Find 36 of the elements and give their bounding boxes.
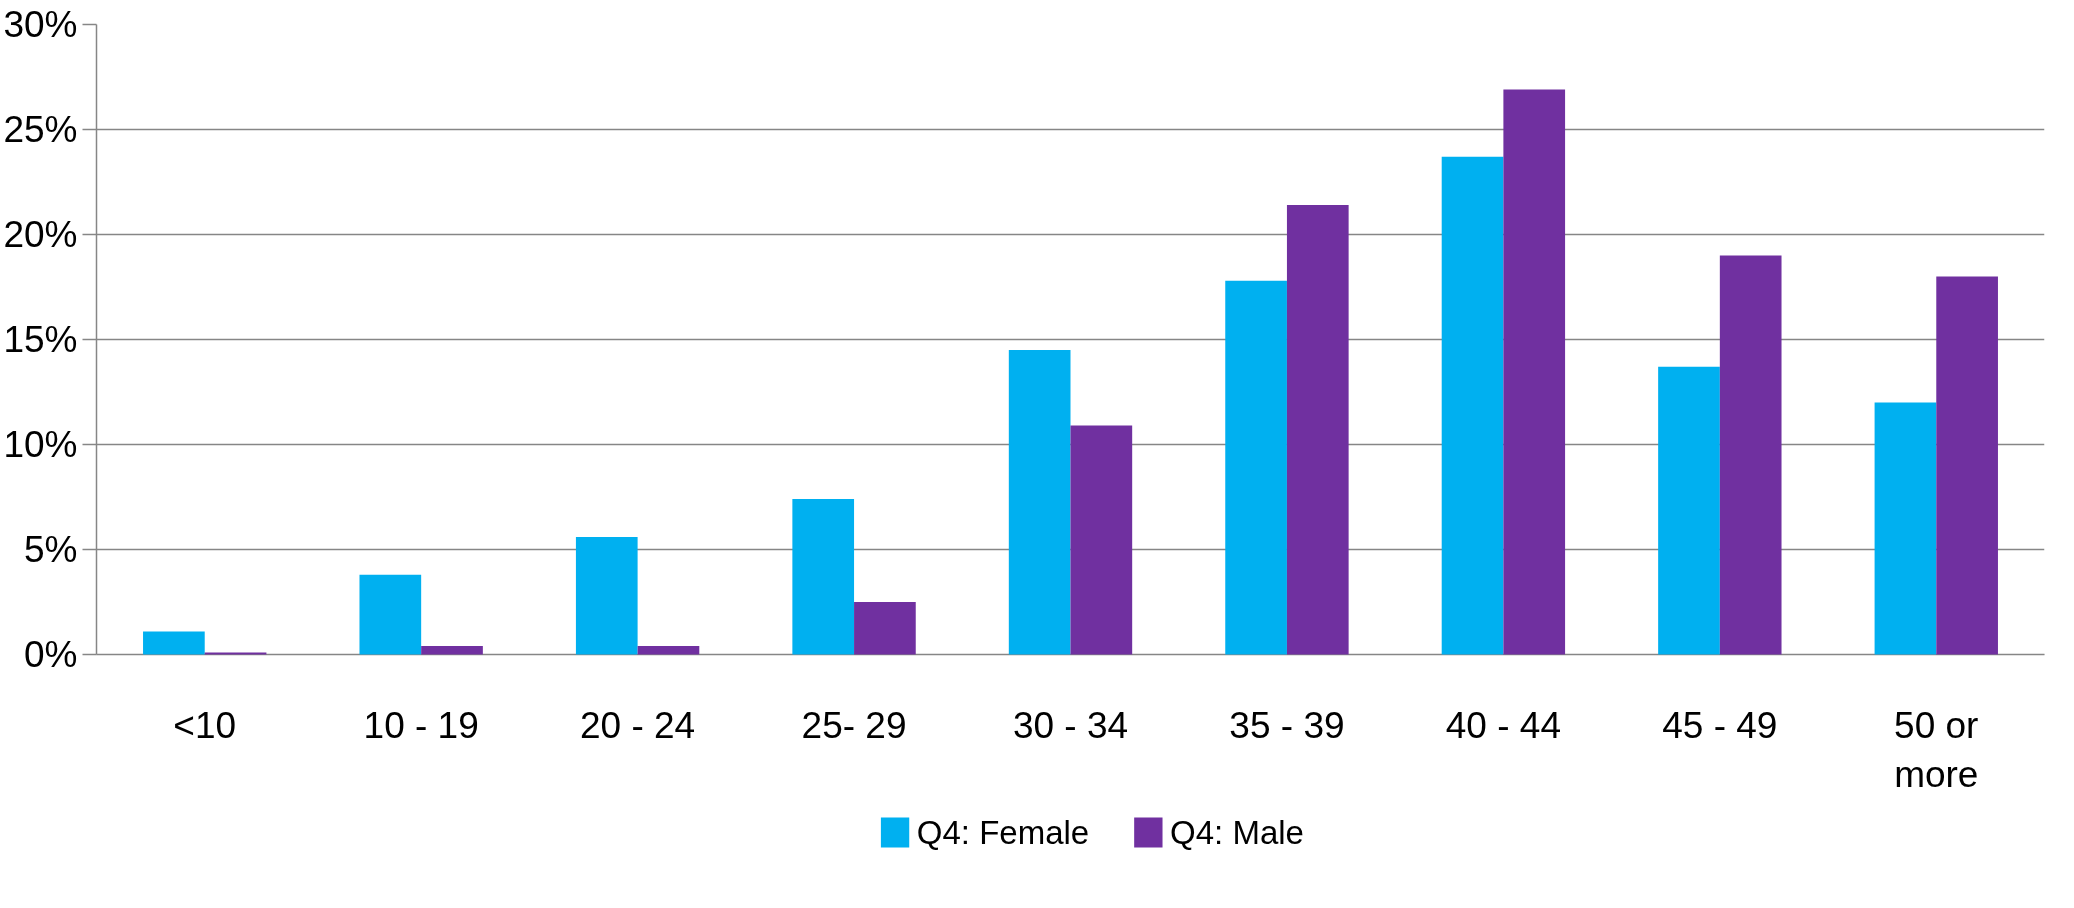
x-tick-label: 45 - 49 bbox=[1662, 704, 1778, 746]
bar bbox=[1070, 425, 1133, 655]
y-tick-label: 10% bbox=[3, 424, 78, 465]
bar bbox=[1008, 350, 1071, 655]
bar bbox=[1719, 255, 1782, 655]
y-tick-label: 5% bbox=[24, 529, 78, 570]
bar bbox=[1503, 89, 1566, 655]
bar bbox=[575, 536, 638, 655]
x-tick-label: 35 - 39 bbox=[1229, 704, 1345, 746]
bar bbox=[792, 499, 855, 655]
bar bbox=[637, 646, 700, 655]
y-tick-label: 20% bbox=[3, 214, 78, 255]
bar bbox=[143, 631, 205, 655]
bar bbox=[1286, 205, 1349, 655]
x-tick-label: 20 - 24 bbox=[580, 704, 696, 746]
y-tick-label: 30% bbox=[3, 4, 78, 45]
x-tick-label: 10 - 19 bbox=[363, 704, 479, 746]
bar bbox=[1441, 156, 1504, 655]
bar bbox=[1225, 280, 1287, 655]
bar bbox=[421, 646, 483, 655]
x-tick-label: <10 bbox=[173, 704, 237, 746]
x-tick-label: 25- 29 bbox=[801, 704, 907, 746]
bar bbox=[1874, 402, 1937, 655]
y-tick-label: 0% bbox=[24, 634, 78, 675]
legend-label: Q4: Female bbox=[916, 814, 1090, 851]
y-tick-label: 25% bbox=[3, 109, 78, 150]
legend-label: Q4: Male bbox=[1170, 814, 1304, 851]
y-tick-label: 15% bbox=[3, 319, 78, 360]
bar bbox=[854, 602, 916, 655]
x-tick-label: 40 - 44 bbox=[1445, 704, 1561, 746]
x-tick-label: 30 - 34 bbox=[1012, 704, 1129, 746]
bar bbox=[204, 652, 267, 655]
x-tick-label: 50 or more bbox=[1894, 704, 1979, 795]
bar bbox=[359, 574, 422, 655]
bar bbox=[1658, 366, 1720, 655]
bar bbox=[1936, 276, 1998, 655]
